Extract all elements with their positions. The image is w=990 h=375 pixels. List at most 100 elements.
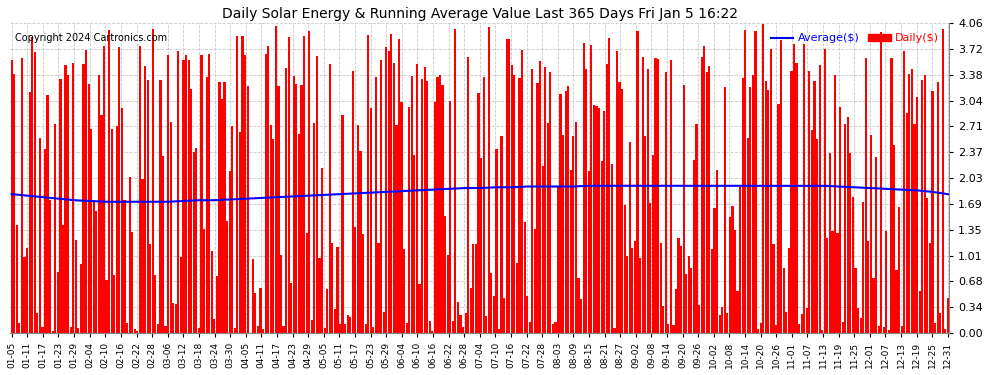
Bar [193,152,195,333]
Bar [400,102,403,333]
Bar [498,329,500,333]
Bar [267,46,269,333]
Bar [677,238,680,333]
Bar [480,158,482,333]
Bar [172,303,174,333]
Bar [639,258,642,333]
Bar [147,80,148,333]
Bar [446,255,448,333]
Bar [277,86,279,333]
Bar [77,328,79,333]
Bar [377,243,379,333]
Bar [749,87,751,333]
Bar [311,320,313,333]
Bar [767,90,769,333]
Bar [93,200,95,333]
Bar [364,324,366,333]
Bar [67,75,69,333]
Bar [54,124,56,333]
Bar [385,47,387,333]
Bar [937,82,939,333]
Bar [244,55,247,333]
Bar [842,322,843,333]
Bar [601,161,603,333]
Bar [69,327,71,333]
Bar [629,142,631,333]
Bar [290,284,292,333]
Bar [742,78,743,333]
Bar [254,293,256,333]
Bar [862,202,864,333]
Bar [732,206,734,333]
Bar [239,132,241,333]
Bar [646,69,648,333]
Bar [24,257,26,333]
Bar [651,155,654,333]
Bar [737,291,739,333]
Bar [544,67,546,333]
Bar [411,76,413,333]
Bar [546,123,548,333]
Bar [672,325,674,333]
Bar [872,278,874,333]
Bar [34,52,36,333]
Bar [851,196,854,333]
Bar [739,187,742,333]
Bar [793,44,795,333]
Bar [142,178,144,333]
Bar [37,314,39,333]
Bar [754,31,756,333]
Bar [56,272,59,333]
Bar [203,229,205,333]
Bar [870,135,872,333]
Bar [346,315,348,333]
Bar [319,258,321,333]
Bar [87,84,90,333]
Bar [746,138,748,333]
Bar [211,251,213,333]
Bar [308,30,310,333]
Bar [26,248,28,333]
Bar [232,126,234,333]
Bar [362,234,364,333]
Bar [814,81,816,333]
Bar [50,200,51,333]
Bar [896,270,898,333]
Bar [577,278,579,333]
Bar [111,129,113,333]
Bar [495,149,498,333]
Bar [659,243,661,333]
Bar [788,248,790,333]
Bar [434,102,436,333]
Bar [421,80,423,333]
Bar [342,115,344,333]
Bar [893,145,895,333]
Bar [354,227,356,333]
Bar [339,324,342,333]
Bar [242,36,244,333]
Bar [85,50,87,333]
Bar [819,65,821,333]
Bar [603,111,605,333]
Bar [393,63,395,333]
Bar [187,60,190,333]
Bar [729,217,731,333]
Bar [262,329,264,333]
Bar [149,244,151,333]
Bar [134,328,136,333]
Bar [454,29,456,333]
Bar [811,130,813,333]
Bar [698,305,700,333]
Bar [721,308,724,333]
Bar [883,327,885,333]
Bar [770,49,772,333]
Bar [154,275,156,333]
Bar [406,323,408,333]
Bar [508,39,511,333]
Bar [511,64,513,333]
Bar [98,75,100,333]
Bar [821,330,824,333]
Bar [664,72,667,333]
Bar [911,69,913,333]
Bar [413,155,416,333]
